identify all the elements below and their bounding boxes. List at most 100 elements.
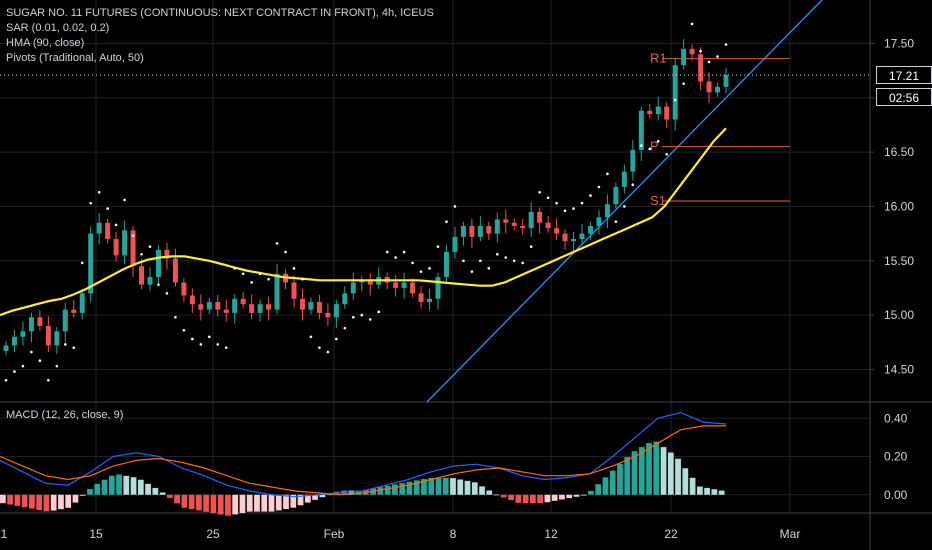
- macd-histogram-bar: [399, 483, 406, 495]
- symbol-title: SUGAR NO. 11 FUTURES (CONTINUOUS: NEXT C…: [6, 7, 434, 19]
- sar-dot: [453, 205, 457, 208]
- macd-histogram-bar: [696, 486, 703, 495]
- sar-dot: [580, 201, 584, 205]
- sar-dot: [80, 261, 84, 265]
- sar-dot: [258, 272, 262, 276]
- macd-indicator-label[interactable]: MACD (12, 26, close, 9): [6, 409, 124, 421]
- candle-body: [443, 252, 449, 278]
- price-axis-label: 16.50: [884, 145, 914, 159]
- macd-histogram-bar: [72, 494, 79, 503]
- candle-body: [511, 222, 517, 226]
- candle-body: [503, 219, 509, 223]
- candle-body: [147, 277, 153, 285]
- sar-dot: [597, 185, 601, 189]
- macd-axis-label: 0.00: [884, 488, 908, 502]
- sar-dot: [487, 267, 491, 270]
- sar-dot: [479, 259, 482, 263]
- sar-dot: [656, 139, 660, 143]
- sar-dot: [30, 350, 33, 354]
- candle-body: [571, 239, 577, 242]
- candle-body: [367, 280, 373, 285]
- price-axis-label: 15.50: [884, 254, 914, 268]
- sar-dot: [224, 346, 228, 349]
- candle-body: [181, 282, 187, 296]
- macd-histogram-bar: [638, 447, 645, 495]
- candle-body: [655, 106, 661, 115]
- sar-dot: [207, 335, 211, 339]
- candle-body: [62, 309, 68, 332]
- macd-histogram-bar: [457, 479, 464, 495]
- macd-histogram-bar: [450, 478, 456, 495]
- sar-dot: [462, 259, 465, 263]
- candle-body: [664, 106, 670, 120]
- candle-body: [325, 312, 331, 318]
- macd-histogram-bar: [559, 494, 565, 500]
- candle-body: [316, 302, 322, 313]
- macd-histogram-bar: [21, 494, 28, 508]
- candle-body: [37, 317, 43, 326]
- sar-dot: [555, 201, 558, 205]
- candle-body: [28, 317, 34, 332]
- macd-histogram-bar: [631, 451, 638, 495]
- candle-body: [130, 230, 136, 267]
- candle-body: [698, 54, 704, 82]
- sar-dot: [309, 335, 313, 339]
- time-axis-label: 8: [450, 527, 457, 541]
- macd-histogram-bar: [493, 494, 500, 496]
- candle-body: [715, 86, 721, 93]
- macd-histogram-bar: [573, 494, 580, 497]
- sar-dot: [385, 250, 389, 254]
- macd-histogram-bar: [108, 475, 115, 495]
- candle-body: [96, 222, 102, 234]
- candle-body: [291, 282, 297, 299]
- sar-dot: [690, 22, 694, 26]
- macd-histogram-bar: [268, 494, 275, 512]
- sar-dot: [182, 328, 186, 332]
- macd-histogram-bar: [152, 487, 159, 495]
- price-axis-label: 17.50: [884, 36, 914, 50]
- candle-body: [232, 298, 238, 313]
- candle-body: [681, 48, 687, 66]
- macd-histogram-bar: [377, 487, 384, 495]
- candle-body: [206, 302, 212, 310]
- sar-dot: [639, 144, 643, 147]
- candle-body: [630, 149, 636, 172]
- macd-histogram-bar: [145, 483, 151, 495]
- macd-histogram-bar: [14, 494, 21, 506]
- sar-dot: [360, 313, 364, 317]
- macd-histogram-bar: [551, 494, 558, 501]
- candle-body: [122, 230, 128, 256]
- candle-body: [520, 225, 526, 229]
- macd-histogram-bar: [254, 494, 260, 512]
- candle-body: [3, 345, 9, 351]
- sar-dot: [97, 191, 101, 194]
- sar-dot: [614, 220, 618, 223]
- sar-indicator-label[interactable]: SAR (0.01, 0.02, 0.2): [6, 22, 110, 34]
- macd-histogram-bar: [508, 494, 514, 501]
- sar-dot: [131, 234, 135, 238]
- candle-body: [672, 65, 678, 120]
- chart-legend: SUGAR NO. 11 FUTURES (CONTINUOUS: NEXT C…: [6, 6, 434, 66]
- macd-histogram-bar: [580, 494, 587, 496]
- candle-body: [469, 225, 475, 237]
- macd-histogram-bar: [566, 494, 573, 499]
- sar-dot: [428, 267, 431, 270]
- macd-histogram-bar: [210, 494, 217, 514]
- sar-dot: [529, 245, 533, 248]
- pivots-indicator-label[interactable]: Pivots (Traditional, Auto, 50): [6, 52, 144, 64]
- time-axis-label: Feb: [324, 527, 345, 541]
- macd-histogram-bar: [116, 474, 122, 495]
- candle-body: [240, 298, 246, 305]
- macd-histogram-bar: [421, 479, 427, 495]
- macd-histogram-bar: [471, 482, 478, 495]
- macd-histogram-bar: [43, 494, 50, 512]
- sar-dot: [4, 378, 8, 382]
- candle-body: [11, 336, 17, 346]
- candle-body: [189, 295, 195, 305]
- hma-indicator-label[interactable]: HMA (90, close): [6, 37, 85, 49]
- macd-histogram-bar: [689, 477, 696, 495]
- candle-body: [613, 186, 619, 205]
- macd-histogram-bar: [7, 494, 14, 505]
- sar-dot: [377, 310, 381, 314]
- sar-dot: [521, 261, 525, 265]
